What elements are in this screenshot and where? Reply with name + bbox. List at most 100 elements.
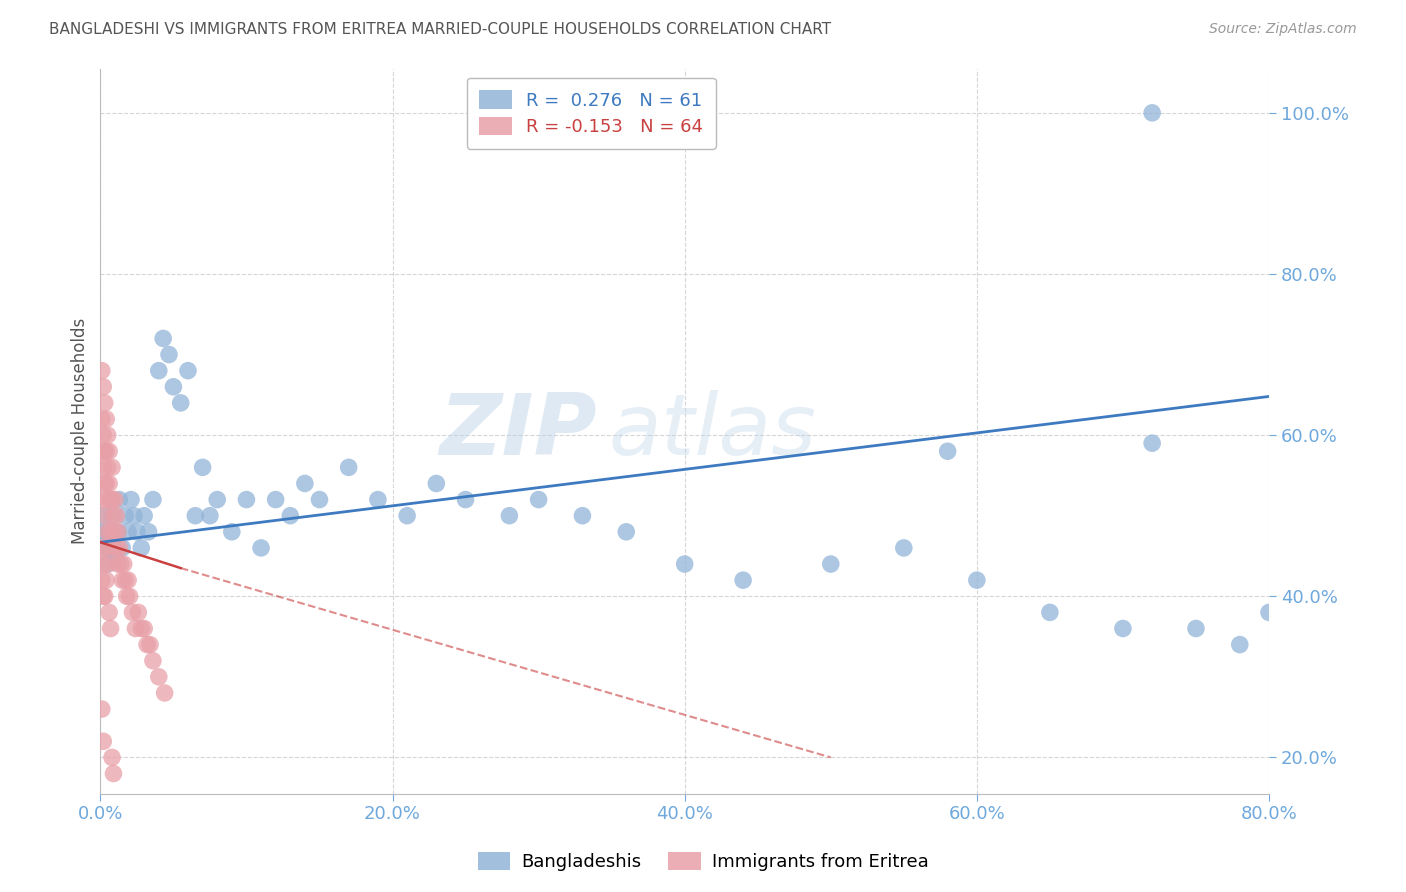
Point	[129, 541, 152, 555]
Point	[893, 541, 915, 555]
Point	[250, 541, 273, 555]
Point	[91, 492, 114, 507]
Point	[264, 492, 287, 507]
Point	[614, 524, 637, 539]
Point	[820, 557, 842, 571]
Point	[101, 492, 124, 507]
Point	[93, 524, 115, 539]
Point	[101, 460, 124, 475]
Point	[191, 460, 214, 475]
Point	[91, 557, 114, 571]
Point	[1112, 622, 1135, 636]
Point	[122, 508, 145, 523]
Point	[90, 533, 112, 547]
Point	[91, 734, 114, 748]
Point	[90, 702, 112, 716]
Point	[114, 508, 136, 523]
Point	[98, 524, 121, 539]
Point	[103, 541, 125, 555]
Point	[134, 622, 156, 636]
Point	[96, 444, 118, 458]
Point	[103, 766, 125, 780]
Point	[1258, 606, 1281, 620]
Point	[117, 524, 139, 539]
Point	[93, 508, 115, 523]
Point	[91, 589, 114, 603]
Point	[152, 331, 174, 345]
Text: atlas: atlas	[609, 390, 817, 473]
Point	[157, 347, 180, 361]
Point	[93, 396, 115, 410]
Point	[104, 549, 127, 563]
Point	[1229, 638, 1251, 652]
Point	[162, 380, 184, 394]
Point	[104, 492, 127, 507]
Point	[170, 396, 193, 410]
Point	[1039, 606, 1062, 620]
Point	[110, 557, 132, 571]
Point	[97, 428, 120, 442]
Point	[127, 606, 149, 620]
Point	[148, 364, 170, 378]
Point	[1140, 105, 1163, 120]
Point	[367, 492, 389, 507]
Point	[93, 589, 115, 603]
Point	[97, 460, 120, 475]
Point	[103, 533, 125, 547]
Point	[125, 524, 148, 539]
Point	[396, 508, 419, 523]
Point	[98, 476, 121, 491]
Point	[96, 412, 118, 426]
Point	[571, 508, 593, 523]
Point	[107, 524, 129, 539]
Point	[139, 638, 162, 652]
Point	[148, 670, 170, 684]
Point	[97, 492, 120, 507]
Point	[98, 444, 121, 458]
Point	[129, 622, 152, 636]
Point	[100, 541, 122, 555]
Point	[96, 573, 118, 587]
Point	[103, 508, 125, 523]
Point	[101, 750, 124, 764]
Point	[124, 622, 146, 636]
Point	[184, 508, 207, 523]
Point	[120, 492, 142, 507]
Point	[93, 476, 115, 491]
Point	[1140, 436, 1163, 450]
Point	[101, 508, 124, 523]
Point	[177, 364, 200, 378]
Point	[337, 460, 360, 475]
Point	[100, 492, 122, 507]
Point	[90, 412, 112, 426]
Point	[454, 492, 477, 507]
Point	[97, 524, 120, 539]
Point	[205, 492, 228, 507]
Point	[1185, 622, 1208, 636]
Point	[308, 492, 330, 507]
Point	[138, 524, 160, 539]
Point	[198, 508, 221, 523]
Point	[966, 573, 988, 587]
Point	[93, 444, 115, 458]
Point	[104, 524, 127, 539]
Point	[97, 557, 120, 571]
Point	[117, 573, 139, 587]
Point	[90, 364, 112, 378]
Text: BANGLADESHI VS IMMIGRANTS FROM ERITREA MARRIED-COUPLE HOUSEHOLDS CORRELATION CHA: BANGLADESHI VS IMMIGRANTS FROM ERITREA M…	[49, 22, 831, 37]
Point	[142, 492, 165, 507]
Point	[91, 508, 114, 523]
Point	[221, 524, 243, 539]
Point	[100, 622, 122, 636]
Point	[93, 541, 115, 555]
Point	[111, 541, 134, 555]
Point	[111, 573, 134, 587]
Text: ZIP: ZIP	[440, 390, 598, 473]
Point	[91, 380, 114, 394]
Point	[118, 589, 141, 603]
Point	[673, 557, 696, 571]
Point	[91, 428, 114, 442]
Point	[105, 541, 128, 555]
Y-axis label: Married-couple Households: Married-couple Households	[72, 318, 89, 544]
Point	[105, 508, 128, 523]
